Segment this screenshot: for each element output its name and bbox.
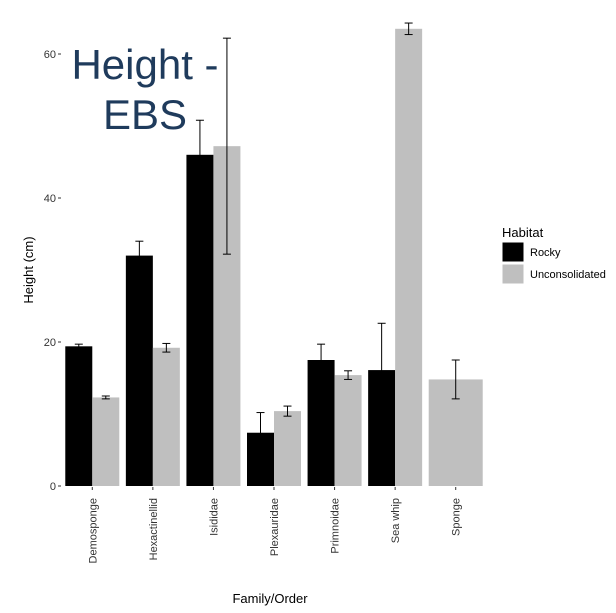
y-tick-label-20: 20 <box>44 337 56 349</box>
y-tick-label-40: 40 <box>44 193 56 205</box>
x-tick-label-isididae: Isididae <box>208 498 220 536</box>
bar-unconsolidated-plexauridae <box>274 411 301 486</box>
error-bars-layer <box>74 22 460 454</box>
bar-unconsolidated-demosponge <box>92 397 120 486</box>
x-tick-label-sponge: Sponge <box>451 498 463 536</box>
legend-title: Habitat <box>502 225 544 240</box>
y-tick-label-60: 60 <box>44 49 56 61</box>
legend-label-unconsolidated: Unconsolidated <box>530 269 606 281</box>
chart-title-line-1: Height - <box>71 41 218 88</box>
bar-unconsolidated-sea-whip <box>395 28 423 487</box>
x-tick-label-plexauridae: Plexauridae <box>269 498 281 556</box>
bar-rocky-primnoidae <box>307 360 335 486</box>
y-axis: 0 20 40 60 <box>44 49 61 493</box>
x-axis-title: Family/Order <box>232 591 308 606</box>
bar-rocky-isididae <box>186 154 214 487</box>
legend: Habitat Rocky Unconsolidated <box>501 225 606 285</box>
y-tick-label-0: 0 <box>50 481 56 493</box>
bar-unconsolidated-hexactinellid <box>152 347 180 486</box>
legend-label-rocky: Rocky <box>530 247 561 259</box>
chart-title-line-2: EBS <box>103 91 187 138</box>
bar-unconsolidated-primnoidae <box>334 375 362 486</box>
legend-swatch-unconsolidated <box>501 263 525 285</box>
x-tick-label-sea-whip: Sea whip <box>390 498 402 543</box>
bar-rocky-demosponge <box>65 346 93 486</box>
y-axis-title: Height (cm) <box>21 236 36 303</box>
x-tick-label-demosponge: Demosponge <box>87 498 99 563</box>
bar-rocky-hexactinellid <box>125 255 153 486</box>
bars-layer <box>65 28 483 487</box>
x-tick-label-primnoidae: Primnoidae <box>330 498 342 554</box>
x-tick-label-hexactinellid: Hexactinellid <box>148 498 160 560</box>
x-axis: Demosponge Hexactinellid Isididae Plexaurid… <box>87 487 463 563</box>
legend-swatch-rocky <box>501 241 525 263</box>
